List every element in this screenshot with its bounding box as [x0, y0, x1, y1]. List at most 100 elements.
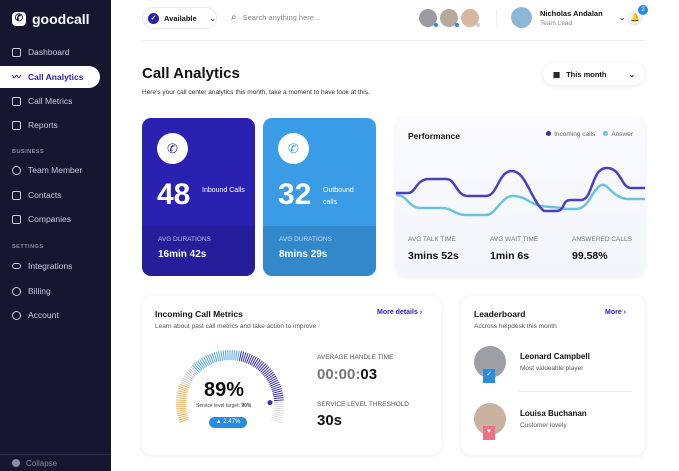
gauge-tick: [211, 352, 216, 363]
performance-title: Performance: [408, 131, 460, 141]
section-business: BUSINESS: [12, 149, 45, 155]
gauge-tick: [273, 405, 284, 408]
section-settings: SETTINGS: [12, 244, 44, 250]
gauge-tick: [246, 353, 251, 364]
gauge-tick: [272, 392, 283, 396]
gauge-tick: [262, 368, 272, 376]
gauge-tick: [209, 353, 214, 364]
status-dropdown[interactable]: ✓ Available ⌄: [142, 7, 217, 29]
slt-label: SERVICE LEVEL THRESHOLD: [317, 401, 409, 408]
card-subtitle: Accross helpdesk this month: [474, 323, 557, 330]
logo[interactable]: ✆ goodcall: [12, 11, 90, 27]
user-name: Nicholas Andalan: [540, 8, 603, 18]
sidebar-item-reports[interactable]: Reports: [0, 114, 100, 136]
sidebar-item-companies[interactable]: Companies: [0, 208, 100, 230]
gauge-tick: [273, 397, 284, 400]
performance-stats: AVG TALK TIME 3mins 52s AVG WAIT TIME 1min…: [408, 236, 654, 262]
notification-badge: 2: [638, 5, 648, 15]
user-menu[interactable]: Nicholas Andalan Team Lead ⌄: [511, 7, 625, 28]
search-bar[interactable]: ⌕ Search anything here...: [231, 12, 320, 23]
verified-badge-icon: ✓: [483, 369, 495, 383]
label: Integrations: [28, 261, 73, 271]
gauge-tick: [176, 405, 187, 408]
status-label: Available: [164, 13, 197, 23]
avatar: ♥: [474, 403, 506, 440]
aht-value: 00:00:03: [317, 366, 378, 383]
gauge-tick: [236, 350, 240, 361]
gauge-tick: [188, 368, 198, 376]
gauge-tick: [247, 354, 253, 365]
gauge-tick: [176, 394, 187, 398]
sidebar-item-billing[interactable]: Billing: [0, 280, 100, 302]
sidebar-item-call-analytics[interactable]: 〰 Call Analytics: [0, 66, 100, 88]
gauge-tick: [273, 407, 284, 410]
avatar[interactable]: [419, 9, 438, 27]
gauge-tick: [268, 377, 278, 384]
avg-value: 8mins 29s: [279, 249, 328, 260]
gauge-tick: [272, 414, 283, 419]
gauge-tick: [179, 383, 190, 389]
sidebar-item-account[interactable]: Account: [0, 304, 100, 326]
aht-label: AVERAGE HANDLE TIME: [317, 354, 394, 361]
gauge-tick: [176, 409, 187, 412]
collapse-button[interactable]: Collapse: [0, 454, 111, 471]
label: Collapse: [26, 458, 58, 468]
gauge-tick: [272, 413, 283, 417]
period-dropdown[interactable]: ▦ This month ⌄: [543, 63, 645, 85]
heart-badge-icon: ♥: [483, 426, 495, 440]
gauge-tick: [187, 369, 196, 377]
delta-badge: ▲ 2.47%: [209, 417, 247, 428]
slt-value: 30s: [317, 412, 343, 429]
sidebar-item-contacts[interactable]: Contacts: [0, 184, 100, 206]
gauge-tick: [265, 371, 274, 379]
gauge-tick: [178, 385, 189, 391]
gauge-tick: [207, 354, 213, 365]
avatar: ✓: [474, 346, 506, 383]
gauge-tick: [272, 388, 282, 392]
performance-card: Performance Incoming calls Answer AVG TA…: [396, 118, 645, 276]
label: Dashboard: [28, 47, 70, 57]
outbound-label: Outbound calls: [323, 187, 354, 206]
gauge-tick: [178, 388, 188, 392]
page-subtitle: Here's your call center analytics this m…: [142, 89, 370, 96]
gauge-tick: [176, 411, 187, 415]
gauge-tick: [177, 392, 188, 396]
leaderboard-item[interactable]: ✓ Leonard Campbell Most valueable player: [474, 346, 590, 383]
sidebar-item-team-member[interactable]: Team Member: [0, 159, 100, 181]
avg-value: 16min 42s: [158, 249, 207, 260]
outbound-calls-card[interactable]: ✆ 32 Outbound calls AVG DURATIONS 8mins 2…: [263, 118, 376, 276]
performance-line-chart: [396, 166, 645, 217]
more-link[interactable]: More ›: [605, 309, 626, 316]
gauge-tick: [252, 357, 259, 367]
gauge-tick: [240, 351, 245, 362]
sidebar-item-call-metrics[interactable]: Call Metrics: [0, 90, 100, 112]
gauge-tick: [271, 385, 282, 391]
inbound-calls-card[interactable]: ✆ 48 Inbound Calls AVG DURATIONS 16min 42…: [142, 118, 255, 276]
person-name: Louisa Buchanan: [520, 409, 587, 418]
avatar[interactable]: [440, 9, 459, 27]
person-role: Customer lovely: [520, 422, 567, 429]
search-input[interactable]: Search anything here...: [242, 13, 321, 22]
gauge-tick: [203, 356, 209, 366]
gauge-tick: [186, 371, 195, 379]
avatar[interactable]: [461, 9, 480, 27]
avg-label: AVG DURATIONS: [279, 236, 332, 243]
gauge-tick: [242, 352, 247, 363]
gauge-tick: [182, 377, 192, 384]
legend-answer: Answer: [603, 131, 633, 138]
gauge-tick: [181, 379, 191, 385]
gauge-tick: [244, 352, 249, 363]
leaderboard-item[interactable]: ♥ Louisa Buchanan Customer lovely: [474, 403, 587, 440]
gauge-tick: [177, 390, 188, 394]
gauge-tick: [193, 363, 202, 372]
more-details-link[interactable]: More details ›: [377, 309, 423, 316]
gauge-tick: [273, 394, 284, 398]
gauge-tick: [249, 355, 255, 365]
service-level-percent: 89%: [204, 379, 245, 401]
leaderboard-card: Leaderboard Accross helpdesk this month …: [461, 296, 645, 455]
stat-avg-wait: AVG WAIT TIME 1min 6s: [490, 236, 539, 262]
sidebar-item-integrations[interactable]: Integrations: [0, 255, 100, 277]
sidebar-item-dashboard[interactable]: Dashboard: [0, 41, 100, 63]
analytics-icon: 〰: [12, 71, 22, 82]
check-icon: ✓: [148, 12, 159, 24]
